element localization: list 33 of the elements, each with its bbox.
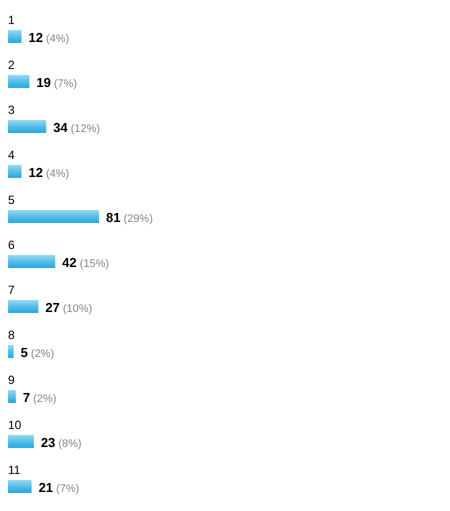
- data-label: 21 (7%): [38, 480, 80, 495]
- y-tick-label: 4: [8, 148, 15, 162]
- y-tick-label: 3: [8, 103, 15, 117]
- bar: [8, 255, 56, 268]
- y-tick-label: 7: [8, 283, 15, 297]
- bar: [8, 345, 14, 358]
- y-tick-label: 11: [8, 463, 21, 477]
- y-tick-label: 8: [8, 328, 15, 342]
- y-tick-label: 2: [8, 58, 15, 72]
- data-label: 42 (15%): [62, 255, 110, 270]
- bar: [8, 120, 46, 133]
- bar: [8, 165, 22, 178]
- data-label: 27 (10%): [45, 300, 92, 315]
- bar: [8, 480, 32, 493]
- y-tick-label: 9: [8, 373, 15, 387]
- bar: [8, 75, 30, 88]
- data-label: 12 (4%): [28, 165, 70, 180]
- data-label: 81 (29%): [106, 210, 153, 225]
- data-label: 19 (7%): [36, 75, 78, 90]
- y-tick-label: 1: [8, 13, 15, 27]
- y-tick-label: 6: [8, 238, 15, 252]
- bar: [8, 390, 16, 403]
- bar: [8, 300, 38, 313]
- data-label: 5 (2%): [20, 345, 54, 360]
- bar: [8, 210, 99, 223]
- data-label: 34 (12%): [53, 120, 100, 135]
- bar: [8, 30, 22, 43]
- y-tick-label: 5: [8, 193, 15, 207]
- data-label: 12 (4%): [28, 30, 70, 45]
- y-tick-label: 10: [8, 418, 22, 432]
- data-label: 7 (2%): [22, 390, 56, 405]
- data-label: 23 (8%): [40, 435, 82, 450]
- bar: [8, 435, 34, 448]
